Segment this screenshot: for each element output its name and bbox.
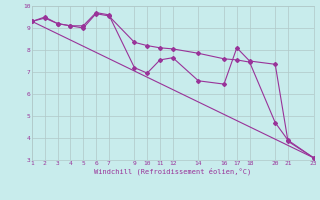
X-axis label: Windchill (Refroidissement éolien,°C): Windchill (Refroidissement éolien,°C): [94, 168, 252, 175]
